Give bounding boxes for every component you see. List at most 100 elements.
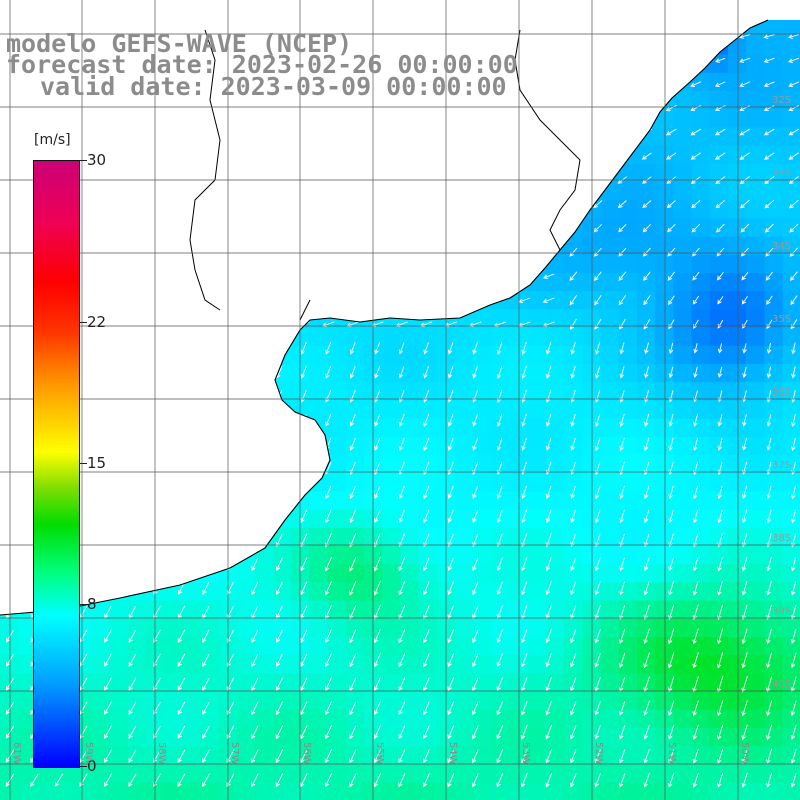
- wind-speed-cell: [327, 273, 347, 292]
- wind-speed-cell: [746, 564, 765, 583]
- wind-arrow: [202, 557, 210, 571]
- wind-speed-cell: [527, 655, 547, 674]
- wind-speed-cell: [291, 600, 310, 620]
- wind-arrow: [542, 225, 555, 231]
- wind-speed-cell: [200, 782, 219, 800]
- wind-speed-cell: [709, 127, 729, 147]
- wind-speed-cell: [637, 618, 656, 638]
- wind-speed-cell: [273, 364, 292, 383]
- wind-speed-cell: [418, 400, 438, 420]
- wind-speed-cell: [400, 145, 420, 165]
- wind-speed-cell: [382, 764, 401, 784]
- wind-arrow: [692, 509, 699, 524]
- wind-arrow: [594, 725, 601, 740]
- wind-speed-cell: [728, 509, 747, 529]
- wind-speed-cell: [564, 527, 583, 547]
- wind-speed-cell: [527, 72, 547, 92]
- wind-speed-cell: [127, 200, 147, 219]
- wind-speed-cell: [527, 382, 547, 401]
- wind-arrow: [692, 271, 700, 281]
- wind-speed-cell: [236, 527, 256, 547]
- wind-speed-cell: [673, 109, 693, 128]
- wind-arrow: [521, 365, 527, 379]
- wind-speed-cell: [709, 546, 729, 565]
- wind-speed-cell: [527, 364, 547, 383]
- wind-speed-cell: [364, 327, 383, 347]
- wind-arrow: [324, 725, 333, 740]
- wind-arrow: [398, 413, 405, 427]
- wind-arrow: [469, 153, 481, 159]
- wind-speed-cell: [182, 327, 201, 347]
- wind-arrow: [788, 105, 800, 112]
- wind-arrow: [619, 485, 625, 500]
- wind-speed-cell: [618, 145, 638, 165]
- wind-arrow: [126, 153, 138, 159]
- wind-arrow: [518, 33, 530, 39]
- wind-speed-cell: [746, 218, 765, 238]
- wind-speed-cell: [655, 72, 674, 92]
- wind-arrow: [766, 628, 772, 645]
- wind-speed-cell: [163, 382, 183, 401]
- colorbar-unit: [m/s]: [34, 132, 71, 148]
- wind-arrow: [692, 557, 699, 572]
- wind-speed-cell: [382, 509, 401, 529]
- wind-arrow: [398, 485, 405, 499]
- wind-arrow: [178, 366, 185, 379]
- wind-arrow: [766, 724, 773, 741]
- wind-speed-cell: [418, 782, 438, 800]
- wind-speed-cell: [673, 455, 693, 474]
- wind-speed-cell: [236, 709, 256, 729]
- wind-speed-cell: [709, 309, 729, 329]
- wind-arrow: [178, 510, 185, 523]
- wind-speed-cell: [327, 782, 347, 800]
- wind-arrow: [643, 271, 651, 281]
- wind-speed-cell: [673, 127, 693, 147]
- wind-speed-cell: [182, 691, 201, 711]
- wind-arrow: [765, 247, 774, 257]
- wind-arrow: [300, 701, 308, 716]
- wind-speed-cell: [109, 564, 128, 583]
- wind-arrow: [226, 653, 235, 668]
- wind-speed-cell: [746, 527, 765, 547]
- wind-arrow: [544, 10, 554, 14]
- wind-speed-cell: [327, 746, 347, 765]
- wind-arrow: [668, 604, 675, 620]
- wind-arrow: [420, 33, 432, 39]
- wind-arrow: [569, 271, 578, 282]
- wind-speed-cell: [236, 327, 256, 347]
- wind-speed-cell: [109, 782, 128, 800]
- wind-arrow: [739, 81, 750, 87]
- wind-arrow: [691, 200, 701, 209]
- wind-arrow: [300, 677, 308, 692]
- wind-speed-cell: [600, 600, 620, 620]
- wind-speed-cell: [400, 418, 420, 438]
- wind-arrow: [717, 772, 724, 788]
- wind-speed-cell: [291, 109, 310, 128]
- wind-speed-cell: [291, 327, 310, 347]
- wind-arrow: [666, 152, 677, 160]
- wind-speed-cell: [655, 637, 674, 656]
- wind-speed-cell: [455, 364, 474, 383]
- wind-arrow: [128, 10, 138, 14]
- wind-speed-cell: [291, 618, 310, 638]
- wind-speed-cell: [382, 655, 401, 674]
- wind-speed-cell: [564, 382, 583, 401]
- wind-speed-cell: [655, 473, 674, 492]
- wind-speed-cell: [600, 491, 620, 511]
- wind-arrow: [739, 128, 751, 136]
- wind-speed-cell: [564, 345, 583, 365]
- wind-speed-cell: [746, 637, 765, 656]
- wind-arrow: [447, 605, 454, 620]
- wind-arrow: [665, 34, 677, 39]
- wind-speed-cell: [0, 382, 19, 401]
- wind-speed-cell: [127, 600, 147, 620]
- wind-arrow: [496, 437, 503, 451]
- wind-arrow: [251, 677, 259, 692]
- wind-speed-cell: [0, 218, 19, 238]
- wind-speed-cell: [655, 182, 674, 201]
- wind-speed-cell: [345, 254, 365, 274]
- wind-arrow: [763, 57, 775, 63]
- wind-speed-cell: [163, 473, 183, 492]
- wind-arrow: [741, 295, 748, 305]
- wind-speed-cell: [655, 0, 674, 19]
